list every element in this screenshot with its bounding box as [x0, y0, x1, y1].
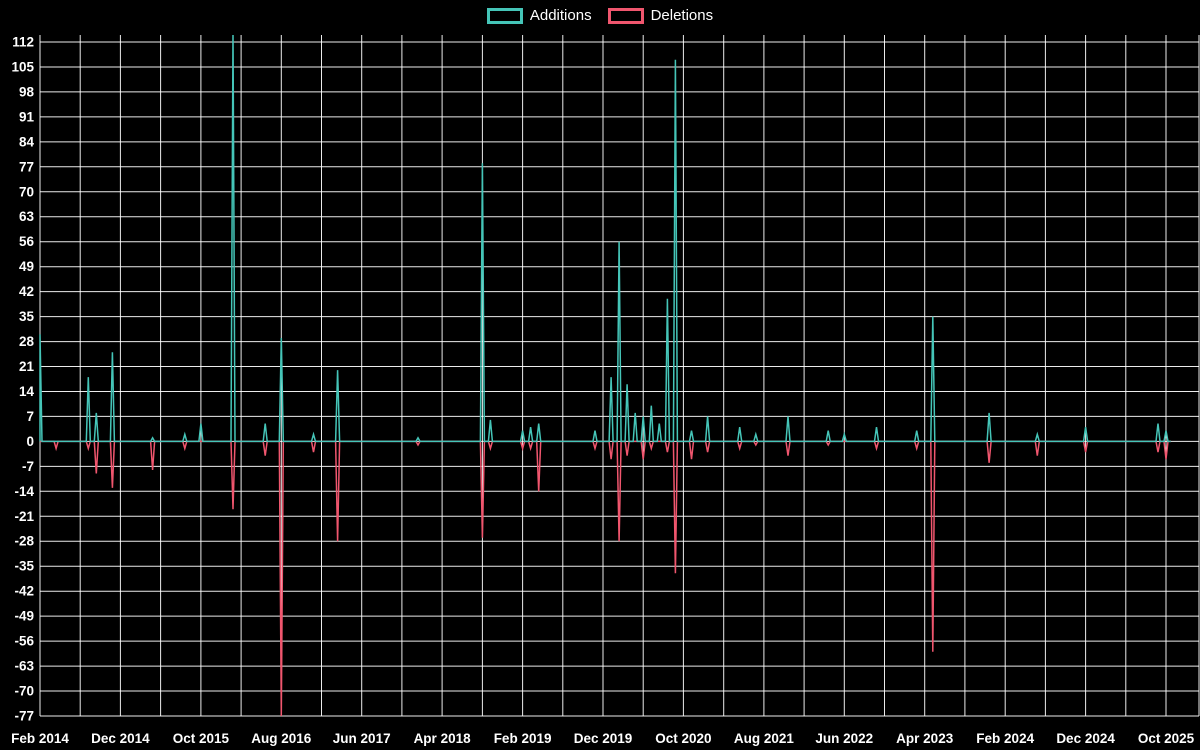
- svg-text:Oct 2020: Oct 2020: [655, 731, 711, 746]
- svg-text:-70: -70: [14, 684, 34, 699]
- svg-text:-49: -49: [14, 609, 34, 624]
- svg-text:Apr 2018: Apr 2018: [414, 731, 472, 746]
- svg-text:-56: -56: [14, 634, 34, 649]
- svg-text:84: 84: [19, 134, 35, 149]
- svg-text:Feb 2019: Feb 2019: [494, 731, 552, 746]
- svg-text:21: 21: [19, 359, 35, 374]
- svg-text:14: 14: [19, 384, 35, 399]
- svg-text:112: 112: [12, 35, 34, 50]
- svg-text:Aug 2016: Aug 2016: [251, 731, 312, 746]
- svg-text:56: 56: [19, 234, 35, 249]
- svg-text:-21: -21: [14, 509, 34, 524]
- additions-swatch: [486, 8, 523, 24]
- svg-text:-77: -77: [14, 709, 34, 724]
- svg-text:63: 63: [19, 209, 35, 224]
- legend-item-additions[interactable]: Additions: [486, 7, 592, 25]
- svg-text:-42: -42: [14, 584, 34, 599]
- x-axis-labels: Feb 2014 Dec 2014 Oct 2015 Aug 2016 Jun 2017…: [11, 731, 1195, 746]
- additions-line: [39, 35, 1171, 443]
- svg-text:Feb 2014: Feb 2014: [11, 731, 69, 746]
- svg-text:Oct 2025: Oct 2025: [1138, 731, 1195, 746]
- svg-text:Apr 2023: Apr 2023: [896, 731, 954, 746]
- grid: [39, 35, 1200, 717]
- svg-text:Aug 2021: Aug 2021: [734, 731, 795, 746]
- svg-text:77: 77: [19, 159, 34, 174]
- legend-item-deletions[interactable]: Deletions: [607, 7, 714, 25]
- svg-text:-7: -7: [22, 459, 34, 474]
- y-axis-labels: 1121059891847770635649423528211470-7-14-…: [11, 35, 34, 724]
- svg-text:-35: -35: [14, 559, 34, 574]
- svg-text:98: 98: [19, 84, 35, 99]
- svg-text:Dec 2019: Dec 2019: [574, 731, 633, 746]
- svg-text:Feb 2024: Feb 2024: [976, 731, 1034, 746]
- deletions-legend-label: Deletions: [650, 7, 714, 24]
- svg-text:-63: -63: [14, 659, 34, 674]
- svg-text:70: 70: [19, 184, 34, 199]
- svg-text:Dec 2014: Dec 2014: [91, 731, 150, 746]
- legend: Additions Deletions: [0, 7, 1200, 25]
- svg-text:7: 7: [26, 409, 34, 424]
- svg-text:28: 28: [19, 334, 35, 349]
- svg-text:49: 49: [19, 259, 34, 274]
- svg-text:Jun 2017: Jun 2017: [333, 731, 391, 746]
- svg-text:Jun 2022: Jun 2022: [815, 731, 873, 746]
- svg-text:91: 91: [19, 109, 35, 124]
- deletions-line: [40, 440, 1171, 717]
- svg-text:Dec 2024: Dec 2024: [1056, 731, 1115, 746]
- deletions-swatch: [607, 8, 644, 24]
- svg-text:0: 0: [26, 434, 34, 449]
- svg-text:42: 42: [19, 284, 34, 299]
- svg-text:-14: -14: [14, 484, 34, 499]
- svg-text:35: 35: [19, 309, 35, 324]
- svg-text:105: 105: [11, 60, 34, 75]
- svg-text:Oct 2015: Oct 2015: [173, 731, 230, 746]
- svg-text:-28: -28: [14, 534, 34, 549]
- additions-legend-label: Additions: [529, 7, 592, 24]
